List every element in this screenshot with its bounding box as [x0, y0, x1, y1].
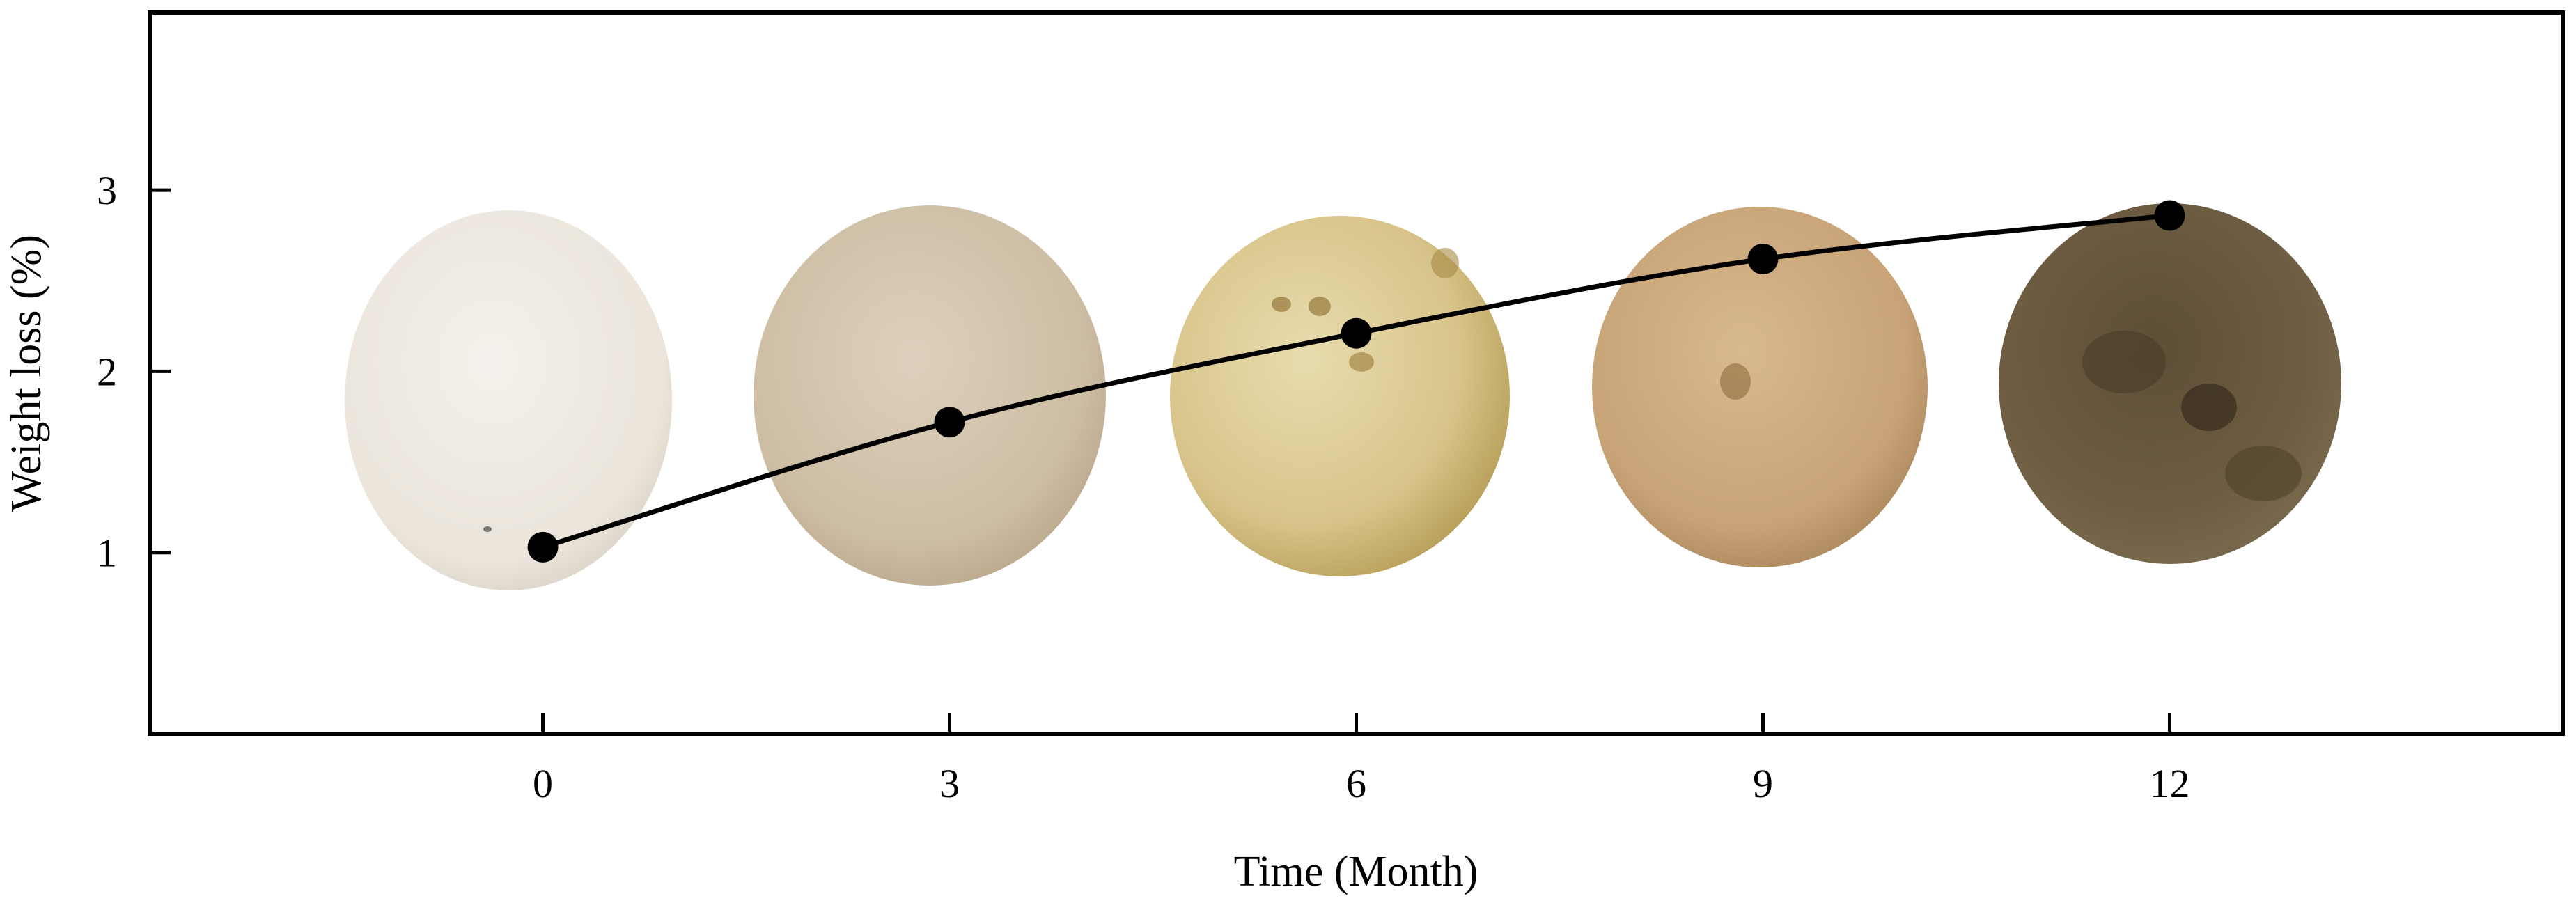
x-tick-label: 6	[1346, 761, 1366, 806]
sample-photo-month-9	[1592, 207, 1928, 567]
data-point	[1747, 244, 1779, 275]
data-point	[1341, 317, 1372, 349]
sample-photos	[345, 203, 2341, 590]
x-tick-label: 12	[2149, 761, 2189, 806]
sample-photo-month-12	[1999, 203, 2341, 564]
y-tick-label: 1	[97, 531, 117, 576]
x-tick-label: 9	[1753, 761, 1773, 806]
data-point	[2154, 200, 2185, 231]
x-axis-title: Time (Month)	[1234, 848, 1478, 895]
data-series	[527, 200, 2185, 563]
photo-stains	[483, 248, 2302, 532]
data-point	[527, 531, 559, 563]
y-tick-label: 3	[97, 168, 117, 213]
x-tick-label: 3	[939, 761, 960, 806]
sample-photo-month-3	[754, 205, 1106, 586]
data-point	[934, 407, 965, 438]
sample-photo-month-6	[1170, 216, 1510, 576]
y-axis-title: Weight loss (%)	[3, 235, 50, 512]
x-tick-label: 0	[533, 761, 553, 806]
y-tick-label: 2	[97, 349, 117, 394]
sample-photo-month-0	[345, 210, 672, 590]
